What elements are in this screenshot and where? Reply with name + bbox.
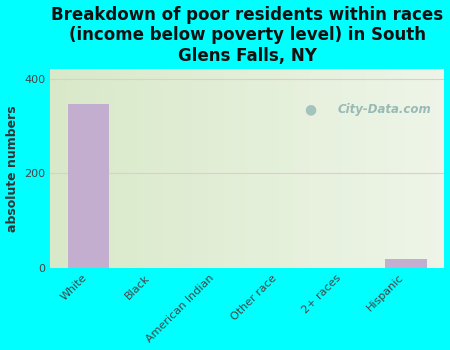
Bar [358, 70, 365, 268]
Bar [436, 70, 445, 268]
Bar [405, 70, 413, 268]
Bar [255, 70, 263, 268]
Bar [66, 70, 74, 268]
Bar [137, 70, 145, 268]
Bar [397, 70, 405, 268]
Bar [81, 70, 90, 268]
Bar [310, 70, 318, 268]
Bar [50, 70, 58, 268]
Bar [271, 70, 279, 268]
Bar [342, 70, 350, 268]
Bar [90, 70, 97, 268]
Bar [239, 70, 247, 268]
Bar [334, 70, 342, 268]
Bar [74, 70, 81, 268]
Bar [153, 70, 161, 268]
Bar [97, 70, 105, 268]
Bar [129, 70, 137, 268]
Bar [121, 70, 129, 268]
Bar [68, 104, 109, 268]
Bar [161, 70, 168, 268]
Bar [200, 70, 208, 268]
Bar [429, 70, 436, 268]
Bar [168, 70, 176, 268]
Bar [208, 70, 216, 268]
Bar [231, 70, 239, 268]
Bar [389, 70, 397, 268]
Bar [105, 70, 113, 268]
Bar [216, 70, 224, 268]
Bar [365, 70, 374, 268]
Bar [192, 70, 200, 268]
Bar [145, 70, 153, 268]
Bar [113, 70, 121, 268]
Bar [350, 70, 358, 268]
Bar [385, 259, 427, 268]
Bar [279, 70, 287, 268]
Bar [176, 70, 184, 268]
Bar [295, 70, 302, 268]
Bar [224, 70, 231, 268]
Bar [374, 70, 381, 268]
Bar [58, 70, 66, 268]
Bar [184, 70, 192, 268]
Bar [326, 70, 334, 268]
Bar [247, 70, 255, 268]
Bar [421, 70, 429, 268]
Bar [381, 70, 389, 268]
Bar [287, 70, 295, 268]
Text: City-Data.com: City-Data.com [338, 103, 432, 116]
Bar [263, 70, 271, 268]
Title: Breakdown of poor residents within races
(income below poverty level) in South
G: Breakdown of poor residents within races… [51, 6, 443, 65]
Y-axis label: absolute numbers: absolute numbers [5, 105, 18, 232]
Bar [318, 70, 326, 268]
Bar [302, 70, 310, 268]
Text: ●: ● [304, 102, 316, 116]
Bar [413, 70, 421, 268]
